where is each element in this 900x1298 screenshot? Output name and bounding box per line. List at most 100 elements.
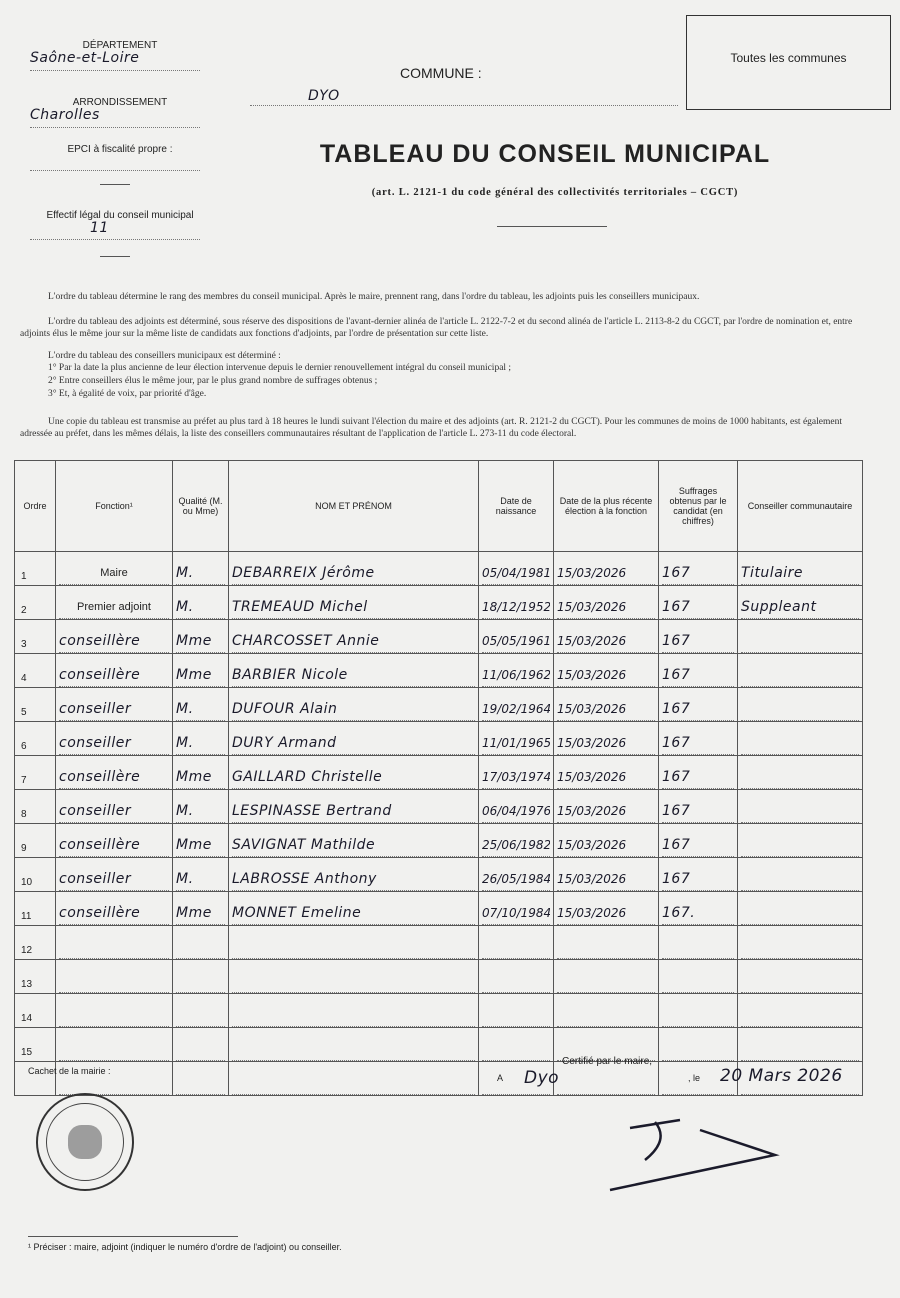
nom-value: TREMEAUD Michel (232, 596, 475, 619)
fonction-cell: conseiller (55, 857, 173, 892)
suffrages-cell: 167 (658, 619, 738, 654)
election-cell (553, 1027, 659, 1062)
suffrages-cell: 167 (658, 857, 738, 892)
communautaire-cell: Suppleant (737, 585, 863, 620)
election-cell: 15/03/2026 (553, 857, 659, 892)
ordre-cell: 7 (14, 755, 56, 790)
communautaire-cell (737, 789, 863, 824)
fonction-cell: conseillère (55, 619, 173, 654)
communautaire-cell (737, 891, 863, 926)
epci-line (30, 158, 200, 171)
qualite-value (176, 970, 225, 993)
nom-cell: LABROSSE Anthony (228, 857, 479, 892)
naissance-value: 06/04/1976 (482, 800, 550, 823)
fonction-cell: conseiller (55, 789, 173, 824)
table-row: 10 conseiller M. LABROSSE Anthony 26/05/1984… (14, 857, 863, 892)
qualite-cell: M. (172, 551, 229, 586)
ordre-cell: 3 (14, 619, 56, 654)
naissance-value (482, 970, 550, 993)
election-cell (553, 1061, 659, 1096)
nom-cell: LESPINASSE Bertrand (228, 789, 479, 824)
election-value: 15/03/2026 (557, 902, 655, 925)
paragraph: L'ordre du tableau des adjoints est déte… (20, 317, 853, 339)
qualite-cell: M. (172, 721, 229, 756)
naissance-value: 11/01/1965 (482, 732, 550, 755)
table-row: 7 conseillère Mme GAILLARD Christelle 17/03/… (14, 755, 863, 790)
column-header: Suffrages obtenus par le candidat (en ch… (658, 460, 738, 552)
qualite-value: Mme (176, 766, 225, 789)
fonction-value: Premier adjoint (59, 596, 169, 619)
communautaire-cell (737, 619, 863, 654)
column-header: NOM ET PRÉNOM (228, 460, 479, 552)
suffrages-value (662, 1004, 734, 1027)
qualite-value: M. (176, 868, 225, 891)
communautaire-value (741, 664, 859, 687)
naissance-cell: 17/03/1974 (478, 755, 554, 790)
nom-cell: SAVIGNAT Mathilde (228, 823, 479, 858)
fonction-cell: conseillère (55, 823, 173, 858)
communautaire-value (741, 970, 859, 993)
fonction-value: Maire (59, 562, 169, 585)
election-cell: 15/03/2026 (553, 789, 659, 824)
qualite-value: M. (176, 698, 225, 721)
qualite-cell (172, 1061, 229, 1096)
election-value (557, 936, 655, 959)
date-value: 20 Mars 2026 (720, 1066, 843, 1086)
qualite-value (176, 1072, 225, 1095)
council-table: Ordre Fonction¹ Qualité (M. ou Mme) NOM ET … (14, 460, 863, 1096)
election-value: 15/03/2026 (557, 868, 655, 891)
election-value (557, 1038, 655, 1061)
table-row: 12 (14, 925, 863, 960)
a-value: Dyo (524, 1068, 560, 1088)
qualite-cell: M. (172, 585, 229, 620)
footnote-divider (28, 1236, 238, 1237)
qualite-value: Mme (176, 664, 225, 687)
election-value: 15/03/2026 (557, 800, 655, 823)
suffrages-cell (658, 959, 738, 994)
ordre-cell: 10 (14, 857, 56, 892)
mairie-stamp (36, 1093, 134, 1191)
election-value (557, 1072, 655, 1095)
nom-value: LABROSSE Anthony (232, 868, 475, 891)
departement-value: Saône-et-Loire (30, 50, 200, 71)
arrondissement-value: Charolles (30, 107, 200, 128)
election-cell: 15/03/2026 (553, 551, 659, 586)
paragraph: 3° Et, à égalité de voix, par priorité d… (48, 389, 207, 399)
communautaire-cell (737, 687, 863, 722)
naissance-cell (478, 925, 554, 960)
ordre-cell: 1 (14, 551, 56, 586)
ordre-cell: 4 (14, 653, 56, 688)
column-header: Ordre (14, 460, 56, 552)
nom-value (232, 1038, 475, 1061)
nom-value: MONNET Emeline (232, 902, 475, 925)
fonction-cell: conseillère (55, 755, 173, 790)
qualite-value: M. (176, 596, 225, 619)
certifie-label: Certifié par le maire, (562, 1056, 653, 1067)
communautaire-cell (737, 823, 863, 858)
coat-of-arms-icon (68, 1125, 102, 1159)
table-row: 6 conseiller M. DURY Armand 11/01/1965 15/03/… (14, 721, 863, 756)
election-value: 15/03/2026 (557, 596, 655, 619)
communautaire-cell (737, 857, 863, 892)
election-cell: 15/03/2026 (553, 687, 659, 722)
naissance-cell: 05/05/1961 (478, 619, 554, 654)
naissance-value: 07/10/1984 (482, 902, 550, 925)
qualite-cell: Mme (172, 891, 229, 926)
fonction-cell (55, 993, 173, 1028)
naissance-value: 18/12/1952 (482, 596, 550, 619)
qualite-cell: Mme (172, 823, 229, 858)
suffrages-cell: 167 (658, 755, 738, 790)
ordre-cell: 9 (14, 823, 56, 858)
qualite-value (176, 1038, 225, 1061)
suffrages-value: 167 (662, 664, 734, 687)
election-value: 15/03/2026 (557, 630, 655, 653)
suffrages-cell: 167 (658, 789, 738, 824)
communautaire-cell (737, 755, 863, 790)
suffrages-value: 167 (662, 868, 734, 891)
communautaire-value (741, 698, 859, 721)
nom-cell: DUFOUR Alain (228, 687, 479, 722)
communautaire-value (741, 630, 859, 653)
column-header: Qualité (M. ou Mme) (172, 460, 229, 552)
communautaire-value: Suppleant (741, 596, 859, 619)
ordre-cell: 6 (14, 721, 56, 756)
